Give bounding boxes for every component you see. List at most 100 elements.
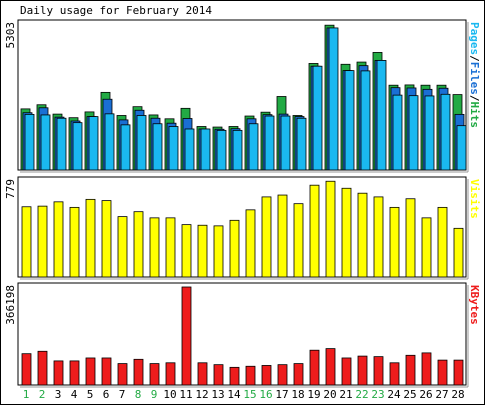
bar-visits-day-7 — [117, 216, 128, 278]
bar-kbytes-day-6 — [101, 357, 112, 386]
bar-visits-day-17 — [277, 194, 288, 278]
bar-kbytes-day-24 — [389, 362, 400, 386]
bar-kbytes-day-25 — [405, 354, 416, 386]
bar-visits-day-1 — [21, 206, 32, 278]
x-tick-label-day-12: 12 — [195, 388, 208, 401]
bar-pages-day-27 — [440, 93, 451, 171]
bar-kbytes-day-8 — [133, 358, 144, 386]
x-tick-label-day-9: 9 — [151, 388, 158, 401]
bar-visits-day-8 — [133, 211, 144, 278]
x-tick-label-day-20: 20 — [323, 388, 336, 401]
bar-pages-day-24 — [392, 94, 403, 171]
panel-max-label-middle: 779 — [4, 179, 17, 199]
panel-max-label-bottom: 366198 — [4, 285, 17, 325]
x-tick-label-day-7: 7 — [119, 388, 126, 401]
bar-kbytes-day-12 — [197, 362, 208, 386]
panel-legend-top: Pages/Files/Hits — [468, 22, 481, 128]
legend-entry: KBytes — [468, 285, 481, 325]
bar-pages-day-17 — [280, 115, 291, 171]
x-tick-label-day-24: 24 — [387, 388, 401, 401]
bar-kbytes-day-22 — [357, 355, 368, 386]
legend-entry: Pages — [468, 22, 481, 55]
x-tick-label-day-27: 27 — [435, 388, 448, 401]
x-tick-label-day-21: 21 — [339, 388, 352, 401]
x-tick-label-day-15: 15 — [243, 388, 256, 401]
bar-kbytes-day-28 — [453, 359, 464, 386]
bar-pages-day-1 — [24, 113, 35, 171]
bar-visits-day-20 — [325, 180, 336, 278]
bar-visits-day-27 — [437, 206, 448, 278]
bar-visits-day-18 — [293, 203, 304, 278]
bar-visits-day-13 — [213, 225, 224, 278]
bar-visits-day-6 — [101, 200, 112, 278]
bar-visits-day-25 — [405, 198, 416, 278]
x-tick-label-day-6: 6 — [103, 388, 110, 401]
bar-pages-day-18 — [296, 117, 307, 171]
bar-visits-day-10 — [165, 217, 176, 278]
bar-pages-day-16 — [264, 115, 275, 171]
bar-pages-day-2 — [40, 114, 51, 171]
bar-kbytes-day-11 — [181, 286, 192, 386]
bar-pages-day-20 — [328, 27, 339, 171]
bar-pages-day-26 — [424, 95, 435, 171]
bar-visits-day-26 — [421, 217, 432, 278]
bar-kbytes-day-1 — [21, 353, 32, 386]
x-tick-label-day-8: 8 — [135, 388, 142, 401]
x-axis-labels: 1 2 3 4 5 6 7 8 9 10 11 12 13 14 15 16 17 18 19 20 21 22 23 24 2… — [23, 388, 465, 401]
bar-kbytes-day-5 — [85, 357, 96, 386]
bar-kbytes-day-19 — [309, 349, 320, 386]
x-tick-label-day-10: 10 — [163, 388, 176, 401]
panel-legend-middle: Visits — [468, 179, 481, 219]
bar-kbytes-day-2 — [37, 350, 48, 386]
bar-kbytes-day-16 — [261, 365, 272, 386]
bar-visits-day-22 — [357, 192, 368, 278]
bar-visits-day-5 — [85, 198, 96, 278]
bar-kbytes-day-10 — [165, 362, 176, 386]
x-tick-label-day-14: 14 — [227, 388, 241, 401]
bar-pages-day-3 — [56, 117, 67, 171]
bar-pages-day-25 — [408, 95, 419, 171]
bar-pages-day-22 — [360, 70, 371, 171]
bar-pages-day-13 — [216, 129, 227, 171]
legend-entry: Visits — [468, 179, 481, 219]
bar-pages-day-11 — [184, 128, 195, 171]
bar-visits-day-9 — [149, 217, 160, 278]
panel-max-label-top: 5303 — [4, 22, 17, 49]
bar-visits-day-23 — [373, 196, 384, 278]
bar-kbytes-day-18 — [293, 363, 304, 386]
x-tick-label-day-16: 16 — [259, 388, 272, 401]
x-tick-label-day-28: 28 — [451, 388, 464, 401]
panel-bottom: 366198 KBytes — [4, 282, 481, 388]
bar-visits-day-16 — [261, 196, 272, 278]
bar-pages-day-6 — [104, 113, 115, 171]
bar-visits-day-15 — [245, 209, 256, 278]
bar-visits-day-19 — [309, 184, 320, 278]
bar-kbytes-day-23 — [373, 356, 384, 386]
bar-visits-day-12 — [197, 224, 208, 278]
bar-pages-day-12 — [200, 128, 211, 171]
bar-pages-day-19 — [312, 65, 323, 171]
bar-visits-day-24 — [389, 206, 400, 278]
x-tick-label-day-2: 2 — [39, 388, 46, 401]
bar-kbytes-day-3 — [53, 360, 64, 386]
panel-top: 5303 Pages/Files/Hits — [4, 19, 481, 173]
x-tick-label-day-3: 3 — [55, 388, 62, 401]
bar-visits-day-4 — [69, 206, 80, 278]
bar-kbytes-day-7 — [117, 363, 128, 386]
bar-kbytes-day-15 — [245, 365, 256, 386]
legend-entry: Files — [468, 62, 481, 95]
x-tick-label-day-5: 5 — [87, 388, 94, 401]
bar-pages-day-21 — [344, 70, 355, 171]
x-tick-label-day-19: 19 — [307, 388, 320, 401]
bar-visits-day-21 — [341, 187, 352, 278]
bar-kbytes-day-13 — [213, 364, 224, 386]
legend-entry: / — [468, 55, 481, 62]
panel-legend-bottom: KBytes — [468, 285, 481, 325]
x-tick-label-day-23: 23 — [371, 388, 384, 401]
bar-visits-day-2 — [37, 205, 48, 278]
bar-pages-day-4 — [72, 122, 83, 171]
bar-pages-day-9 — [152, 123, 163, 171]
x-tick-label-day-18: 18 — [291, 388, 304, 401]
bar-visits-day-14 — [229, 219, 240, 278]
bar-pages-day-5 — [88, 116, 99, 171]
